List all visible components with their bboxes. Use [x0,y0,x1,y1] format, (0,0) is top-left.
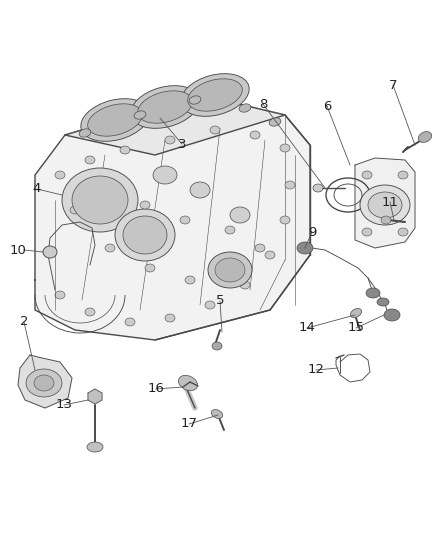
Text: 6: 6 [322,100,330,112]
Text: 3: 3 [177,138,186,150]
Ellipse shape [397,228,407,236]
Text: 11: 11 [381,196,398,208]
Ellipse shape [284,181,294,189]
Ellipse shape [131,86,199,128]
Ellipse shape [79,129,91,137]
Ellipse shape [85,308,95,316]
Ellipse shape [187,79,242,111]
Ellipse shape [254,244,265,252]
Ellipse shape [85,156,95,164]
Ellipse shape [180,74,249,116]
Ellipse shape [350,309,361,318]
Ellipse shape [209,126,219,134]
Ellipse shape [417,132,431,142]
Text: 13: 13 [55,399,72,411]
Ellipse shape [225,226,234,234]
Ellipse shape [115,209,175,261]
Ellipse shape [297,242,312,254]
Text: 12: 12 [307,364,324,376]
Ellipse shape [211,409,222,418]
Ellipse shape [153,166,177,184]
Ellipse shape [225,266,234,274]
Ellipse shape [189,96,201,104]
Ellipse shape [397,171,407,179]
Polygon shape [18,355,72,408]
Ellipse shape [81,99,149,141]
Ellipse shape [55,291,65,299]
Polygon shape [35,95,309,340]
Ellipse shape [279,144,290,152]
Ellipse shape [376,298,388,306]
Ellipse shape [215,258,244,282]
Ellipse shape [125,318,135,326]
Text: 14: 14 [298,321,315,335]
Ellipse shape [88,104,142,136]
Text: 10: 10 [10,244,26,256]
Ellipse shape [43,246,57,258]
Text: 2: 2 [20,316,28,328]
Ellipse shape [361,228,371,236]
Text: 16: 16 [147,383,164,395]
Ellipse shape [367,192,401,218]
Ellipse shape [365,288,379,298]
Ellipse shape [120,146,130,154]
Ellipse shape [239,104,250,112]
Text: 7: 7 [388,78,396,92]
Polygon shape [88,389,102,404]
Ellipse shape [268,118,280,126]
Ellipse shape [165,136,175,144]
Ellipse shape [361,171,371,179]
Ellipse shape [279,216,290,224]
Ellipse shape [205,301,215,309]
Ellipse shape [184,276,194,284]
Ellipse shape [105,244,115,252]
Ellipse shape [380,216,390,224]
Ellipse shape [26,369,62,397]
Ellipse shape [265,251,274,259]
Ellipse shape [138,91,192,123]
Ellipse shape [140,201,150,209]
Ellipse shape [123,216,166,254]
Ellipse shape [145,264,155,272]
Ellipse shape [383,309,399,321]
Ellipse shape [165,314,175,322]
Polygon shape [65,95,284,155]
Ellipse shape [34,375,54,391]
Ellipse shape [249,131,259,139]
Text: 9: 9 [307,225,315,238]
Text: 5: 5 [215,295,224,308]
Text: 17: 17 [180,417,197,431]
Ellipse shape [190,182,209,198]
Ellipse shape [212,342,222,350]
Ellipse shape [240,281,249,289]
Polygon shape [354,158,414,248]
Ellipse shape [134,111,145,119]
Ellipse shape [208,252,251,288]
Ellipse shape [87,442,103,452]
Ellipse shape [62,168,138,232]
Text: 15: 15 [347,321,364,335]
Ellipse shape [180,216,190,224]
Text: 8: 8 [258,98,267,110]
Text: 4: 4 [33,182,41,196]
Ellipse shape [72,176,128,224]
Ellipse shape [178,375,197,391]
Ellipse shape [359,185,409,225]
Ellipse shape [312,184,322,192]
Ellipse shape [230,207,249,223]
Ellipse shape [70,206,80,214]
Ellipse shape [55,171,65,179]
